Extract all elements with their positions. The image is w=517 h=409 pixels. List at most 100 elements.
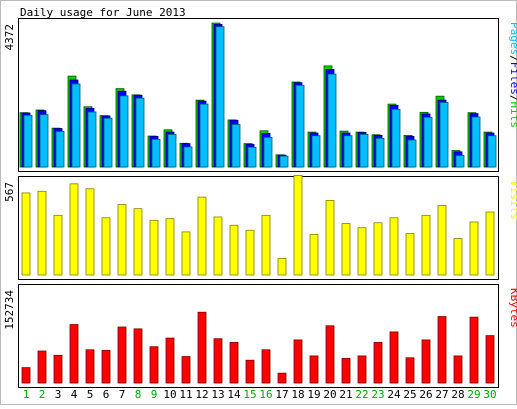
- panel-scale-label: 4372: [3, 24, 16, 51]
- x-tick-label: 28: [451, 388, 464, 401]
- x-tick-label: 29: [467, 388, 480, 401]
- bar-visits: [53, 214, 63, 276]
- bar-kbytes: [53, 354, 63, 384]
- panel-frame: [18, 18, 499, 172]
- bar-pages: [71, 83, 81, 168]
- bar-kbytes: [85, 349, 95, 384]
- bar-kbytes: [453, 355, 463, 384]
- bar-pages: [183, 146, 193, 168]
- bar-pages: [375, 137, 385, 168]
- x-axis-labels: 1 2 3 4 5 6 7 8 9 10 11 12 13 14 15 16 17 18 19 20 21 22 23 24 2…: [23, 388, 497, 401]
- panel-scale-label: 152734: [3, 290, 16, 330]
- bar-kbytes: [421, 339, 431, 384]
- bar-pages: [423, 116, 433, 168]
- bar-kbytes: [405, 357, 415, 384]
- x-tick-label: 21: [339, 388, 352, 401]
- bar-kbytes: [101, 349, 111, 384]
- x-tick-label: 22: [355, 388, 368, 401]
- x-tick-label: 17: [275, 388, 288, 401]
- bar-kbytes: [277, 372, 287, 384]
- bar-kbytes: [245, 359, 255, 384]
- bar-kbytes: [485, 335, 495, 384]
- bar-visits: [389, 217, 399, 276]
- bar-visits: [325, 199, 335, 276]
- bar-visits: [229, 224, 239, 276]
- panel-frame: [18, 284, 499, 388]
- bar-visits: [469, 221, 479, 276]
- bar-pages: [439, 102, 449, 168]
- bar-kbytes: [309, 355, 319, 384]
- bar-kbytes: [213, 338, 223, 384]
- bar-pages: [119, 95, 129, 168]
- legend-entry: Files: [508, 62, 517, 95]
- panel-legend: KBytes: [508, 288, 517, 328]
- bar-kbytes: [181, 356, 191, 384]
- x-tick-label: 4: [71, 388, 78, 401]
- bar-visits: [181, 231, 191, 276]
- bar-kbytes: [357, 355, 367, 384]
- bar-visits: [405, 233, 415, 276]
- bar-visits: [245, 229, 255, 276]
- legend-entry: Hits: [508, 102, 517, 129]
- bar-pages: [343, 135, 353, 168]
- bar-kbytes: [37, 350, 47, 384]
- bar-kbytes: [133, 328, 143, 384]
- bar-pages: [407, 139, 417, 168]
- panel-legend: Pages/Files/Hits: [508, 22, 517, 128]
- bar-pages: [199, 103, 209, 168]
- bar-visits: [85, 188, 95, 276]
- bar-pages: [135, 97, 145, 168]
- bar-visits: [277, 258, 287, 276]
- x-tick-label: 14: [227, 388, 241, 401]
- bar-visits: [373, 222, 383, 276]
- legend-entry: /: [508, 95, 517, 102]
- panels-layer: 4372Pages/Files/Hits567Visits152734KByte…: [3, 18, 517, 388]
- bar-kbytes: [325, 325, 335, 384]
- x-tick-label: 11: [179, 388, 192, 401]
- bar-kbytes: [149, 346, 159, 384]
- x-tick-label: 16: [259, 388, 272, 401]
- bar-kbytes: [21, 367, 31, 384]
- bar-pages: [391, 108, 401, 168]
- bar-pages: [23, 114, 33, 168]
- bar-visits: [149, 219, 159, 276]
- bar-pages: [215, 26, 225, 168]
- x-tick-label: 19: [307, 388, 320, 401]
- bar-pages: [455, 155, 465, 168]
- x-tick-label: 27: [435, 388, 448, 401]
- bar-visits: [21, 192, 31, 276]
- bar-visits: [37, 190, 47, 276]
- bar-visits: [341, 223, 351, 276]
- bar-pages: [247, 146, 257, 168]
- bar-visits: [485, 211, 495, 276]
- bar-pages: [263, 136, 273, 168]
- x-tick-label: 2: [39, 388, 46, 401]
- x-tick-label: 7: [119, 388, 126, 401]
- bar-visits: [197, 196, 207, 276]
- bar-visits: [69, 183, 79, 276]
- x-tick-label: 6: [103, 388, 110, 401]
- x-tick-label: 13: [211, 388, 224, 401]
- x-tick-label: 18: [291, 388, 304, 401]
- bar-pages: [87, 111, 97, 168]
- bar-pages: [279, 155, 289, 168]
- bar-kbytes: [165, 337, 175, 384]
- bar-kbytes: [229, 341, 239, 384]
- x-tick-label: 3: [55, 388, 62, 401]
- x-tick-label: 8: [135, 388, 142, 401]
- x-tick-label: 12: [195, 388, 208, 401]
- bar-kbytes: [197, 311, 207, 384]
- bar-pages: [167, 133, 177, 168]
- bar-visits: [213, 216, 223, 276]
- x-tick-label: 9: [151, 388, 158, 401]
- bar-visits: [453, 238, 463, 276]
- x-tick-label: 25: [403, 388, 416, 401]
- bar-kbytes: [373, 341, 383, 384]
- x-tick-label: 20: [323, 388, 336, 401]
- panel-frame: [18, 176, 499, 280]
- chart-title: Daily usage for June 2013: [20, 6, 186, 19]
- bar-visits: [293, 175, 303, 276]
- x-tick-label: 15: [243, 388, 256, 401]
